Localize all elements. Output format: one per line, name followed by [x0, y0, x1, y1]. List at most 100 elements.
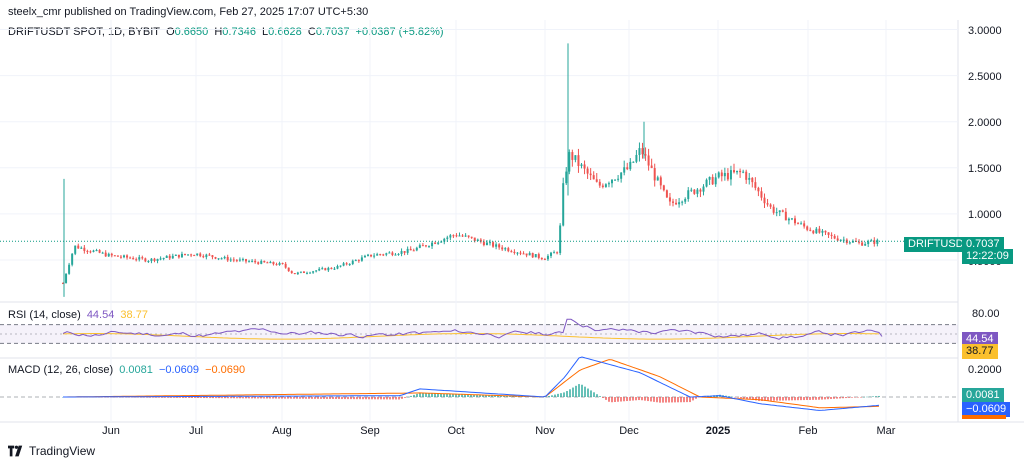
candle-body — [501, 247, 504, 250]
candle-body — [577, 155, 580, 166]
candle-body — [129, 257, 132, 259]
time-tick: Oct — [447, 425, 465, 437]
candle-body — [571, 152, 574, 160]
macd-histogram-bar — [641, 397, 643, 401]
footer-brand[interactable]: TradingView — [8, 444, 95, 458]
candle-body — [324, 268, 327, 271]
candle-body — [867, 241, 870, 245]
macd-histogram-bar — [422, 393, 424, 397]
macd-histogram-bar — [467, 394, 469, 397]
candle-body — [736, 170, 739, 173]
macd-histogram-bar — [671, 397, 673, 403]
candle-body — [330, 267, 333, 269]
candle-body — [812, 230, 815, 234]
macd-histogram-bar — [197, 397, 199, 398]
macd-histogram-bar — [287, 397, 289, 399]
macd-histogram-bar — [284, 397, 286, 399]
candle-body — [367, 254, 369, 256]
candle-body — [223, 256, 226, 259]
macd-histogram-bar — [164, 397, 166, 398]
candle-body — [208, 254, 211, 256]
candle-body — [696, 189, 699, 194]
macd-histogram-bar — [830, 397, 832, 400]
macd-histogram-bar — [566, 391, 568, 397]
macd-histogram-bar — [242, 397, 244, 399]
macd-histogram-bar — [557, 393, 559, 397]
candle-body — [629, 161, 632, 170]
candle-body — [83, 247, 86, 251]
symbol-price-tag: DRIFTUSDT — [904, 237, 975, 252]
macd-axis-tick: 0.2000 — [968, 364, 1002, 376]
macd-histogram-bar — [782, 397, 784, 401]
macd-histogram-bar — [848, 397, 850, 398]
candle-body — [217, 258, 220, 260]
candle-body — [147, 261, 150, 263]
candle-body — [162, 257, 165, 259]
macd-histogram-bar — [500, 395, 502, 397]
macd-histogram-bar — [872, 396, 874, 397]
macd-histogram-bar — [371, 397, 373, 400]
macd-histogram-bar — [794, 397, 796, 401]
macd-histogram-bar — [176, 397, 178, 398]
candle-body — [861, 242, 864, 246]
candle-body — [354, 260, 357, 262]
macd-histogram-bar — [752, 397, 754, 400]
macd-histogram-bar — [140, 397, 142, 398]
candle-body — [156, 258, 159, 261]
macd-histogram-bar — [131, 397, 133, 398]
macd-histogram-bar — [866, 396, 868, 398]
candle-body — [745, 171, 748, 180]
candle-body — [638, 148, 641, 155]
candle-body — [824, 230, 827, 233]
rsi-line — [62, 318, 883, 340]
candle-body — [260, 260, 263, 264]
rsi-label[interactable]: RSI (14, close) — [8, 309, 81, 321]
macd-histogram-bar — [143, 397, 145, 398]
candle-body — [726, 172, 729, 180]
candle-body — [434, 242, 437, 244]
macd-histogram-bar — [356, 397, 358, 400]
candle-body — [68, 264, 71, 274]
macd-histogram-bar — [875, 396, 877, 397]
macd-line-value: −0.0609 — [158, 364, 200, 376]
macd-histogram-bar — [248, 397, 250, 399]
macd-histogram-bar — [203, 397, 205, 399]
candle-body — [632, 161, 635, 163]
macd-histogram-bar — [179, 397, 181, 398]
macd-histogram-bar — [233, 397, 235, 399]
candle-body — [684, 198, 687, 202]
candle-body — [644, 154, 647, 156]
candle-body — [443, 238, 446, 242]
macd-histogram-bar — [809, 397, 811, 400]
macd-histogram-bar — [464, 394, 466, 397]
candle-body — [95, 250, 98, 252]
rsi-legend: RSI (14, close) 44.54 38.77 — [8, 309, 151, 321]
macd-histogram-bar — [743, 397, 745, 399]
macd-histogram-bar — [698, 397, 700, 398]
macd-histogram-bar — [125, 397, 127, 398]
macd-legend: MACD (12, 26, close) 0.0081 −0.0609 −0.0… — [8, 364, 248, 376]
candle-body — [519, 252, 522, 254]
candle-body — [226, 256, 229, 261]
candle-body — [174, 254, 177, 256]
macd-histogram-bar — [818, 397, 820, 400]
candle-body — [184, 253, 186, 255]
candle-body — [531, 253, 534, 258]
macd-histogram-bar — [662, 397, 664, 403]
candle-body — [772, 206, 775, 213]
candle-body — [583, 164, 586, 169]
tradingview-logo-icon — [8, 445, 23, 457]
macd-histogram-bar — [443, 393, 445, 397]
macd-histogram-bar — [659, 397, 661, 403]
macd-histogram-bar — [599, 396, 601, 397]
macd-histogram-bar — [560, 393, 562, 397]
time-tick: Nov — [535, 425, 555, 437]
candle-body — [177, 254, 180, 258]
macd-histogram-bar — [686, 397, 688, 403]
macd-histogram-bar — [341, 397, 343, 400]
candle-body — [382, 254, 385, 256]
macd-label[interactable]: MACD (12, 26, close) — [8, 364, 114, 376]
candle-body — [257, 262, 260, 264]
macd-histogram-bar — [755, 397, 757, 401]
